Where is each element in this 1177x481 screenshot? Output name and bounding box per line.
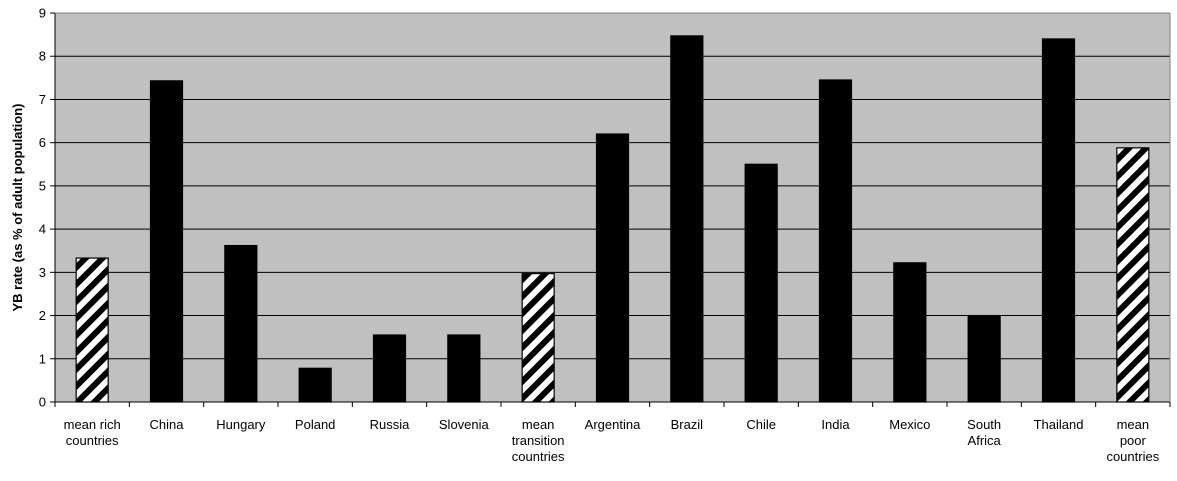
- x-category-label: mean transition countries: [512, 417, 565, 464]
- x-category-label: Russia: [370, 417, 411, 432]
- bar: [670, 35, 704, 403]
- x-category-label: Poland: [295, 417, 335, 432]
- bar: [818, 79, 853, 403]
- x-category-label: South Africa: [967, 417, 1001, 448]
- x-category-label: mean rich countries: [64, 417, 121, 448]
- x-category-label-line: Argentina: [585, 417, 641, 432]
- bar: [224, 244, 258, 403]
- bar: [967, 314, 1001, 403]
- bar: [298, 367, 332, 403]
- x-category-label: Slovenia: [439, 417, 490, 432]
- bar: [75, 257, 109, 403]
- x-category-label-line: Russia: [370, 417, 411, 432]
- bar: [447, 334, 481, 403]
- x-category-label-line: transition: [512, 433, 565, 448]
- x-category-label-line: Slovenia: [439, 417, 490, 432]
- bars: [75, 35, 1150, 403]
- x-category-label-line: South: [967, 417, 1001, 432]
- x-category-label: Mexico: [889, 417, 930, 432]
- x-category-label-line: poor: [1120, 433, 1147, 448]
- bar: [893, 262, 927, 403]
- y-tick-label: 8: [39, 49, 46, 64]
- bar: [595, 133, 630, 403]
- x-category-label-line: Thailand: [1034, 417, 1084, 432]
- x-category-label-line: Chile: [746, 417, 776, 432]
- x-category-label: mean poor countries: [1106, 417, 1159, 464]
- x-category-label-line: India: [821, 417, 850, 432]
- x-category-label: Brazil: [671, 417, 704, 432]
- x-category-label: India: [821, 417, 850, 432]
- axes: [50, 12, 1171, 407]
- bar: [521, 273, 555, 403]
- bar: [1116, 147, 1150, 403]
- y-tick-label: 3: [39, 265, 46, 280]
- x-category-label-line: China: [150, 417, 185, 432]
- bar: [744, 163, 778, 403]
- x-category-label-line: mean: [1117, 417, 1150, 432]
- x-category-label-line: Hungary: [216, 417, 266, 432]
- y-tick-label: 1: [39, 351, 46, 366]
- x-category-label: China: [150, 417, 185, 432]
- y-tick-label: 0: [39, 395, 46, 410]
- y-tick-label: 6: [39, 135, 46, 150]
- x-category-label: Hungary: [216, 417, 266, 432]
- y-tick-label: 7: [39, 92, 46, 107]
- y-tick-label: 9: [39, 6, 46, 21]
- y-tick-label: 5: [39, 178, 46, 193]
- y-tick-label: 2: [39, 308, 46, 323]
- x-category-label-line: Africa: [968, 433, 1002, 448]
- x-category-label-line: mean rich: [64, 417, 121, 432]
- y-axis-title: YB rate (as % of adult population): [10, 103, 25, 311]
- x-category-label-line: countries: [1106, 449, 1159, 464]
- x-category-label: Argentina: [585, 417, 641, 432]
- x-category-label-line: countries: [512, 449, 565, 464]
- x-category-label: Chile: [746, 417, 776, 432]
- bar: [372, 334, 407, 403]
- x-category-label-line: Poland: [295, 417, 335, 432]
- x-category-label-line: Mexico: [889, 417, 930, 432]
- x-category-label-line: Brazil: [671, 417, 704, 432]
- x-category-label: Thailand: [1034, 417, 1084, 432]
- bar: [149, 80, 184, 403]
- bar: [1041, 38, 1076, 403]
- x-category-label-line: mean: [522, 417, 555, 432]
- y-tick-labels: 0 1 2 3 4 5 6 7 8 9: [39, 6, 46, 410]
- y-tick-label: 4: [39, 222, 46, 237]
- x-category-label-line: countries: [66, 433, 119, 448]
